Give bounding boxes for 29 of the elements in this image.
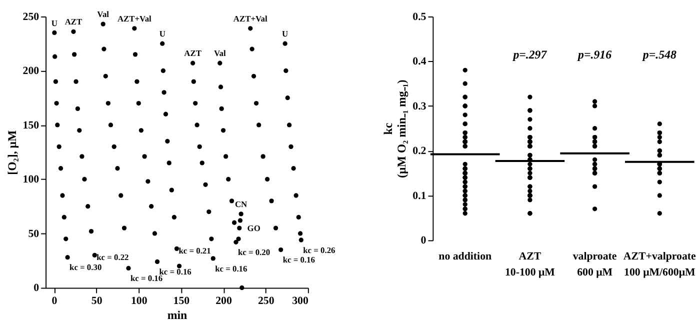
y-tick-label: 0.2 bbox=[412, 145, 426, 158]
y-tick-label: 0 bbox=[420, 234, 427, 247]
x-tick-label: 200 bbox=[216, 295, 232, 308]
x-tick-label: AZT+valproate 100 μM/600μM bbox=[623, 250, 696, 278]
y-tick-label: 50 bbox=[28, 228, 40, 240]
x-axis-title: min bbox=[167, 308, 188, 321]
x-tick-label: 100 bbox=[130, 295, 148, 308]
x-tick-label: 50 bbox=[91, 295, 103, 308]
y-tick-label: 0.4 bbox=[412, 56, 427, 68]
annotation: p=.548 bbox=[642, 47, 676, 62]
x-tick-label: 0 bbox=[52, 295, 58, 308]
x-tick-label: 300 bbox=[292, 295, 309, 308]
y-tick-label: 250 bbox=[22, 10, 40, 23]
y-tick-label: 0.1 bbox=[412, 190, 426, 202]
y-tick-label: 200 bbox=[22, 65, 40, 78]
x-tick-label: 250 bbox=[258, 295, 275, 308]
y-tick-label: 0.3 bbox=[412, 100, 427, 112]
annotation: p=.297 bbox=[512, 47, 548, 62]
x-tick-label: no addition bbox=[438, 250, 492, 263]
y-tick-label: 0.5 bbox=[412, 10, 427, 23]
x-tick-label: valproate 600 μM bbox=[572, 250, 617, 278]
annotation: p=.916 bbox=[577, 47, 612, 62]
x-tick-label: AZT 10-100 μM bbox=[504, 250, 555, 278]
y-axis-title: kc (μM O₂ min₋₁ mg₋₁) bbox=[380, 80, 409, 178]
y-axis-title: [O₂], μM bbox=[4, 130, 19, 175]
y-tick-label: 0 bbox=[34, 282, 40, 294]
x-tick-label: 150 bbox=[173, 295, 190, 308]
y-tick-label: 100 bbox=[22, 174, 40, 186]
y-tick-label: 150 bbox=[22, 119, 40, 132]
